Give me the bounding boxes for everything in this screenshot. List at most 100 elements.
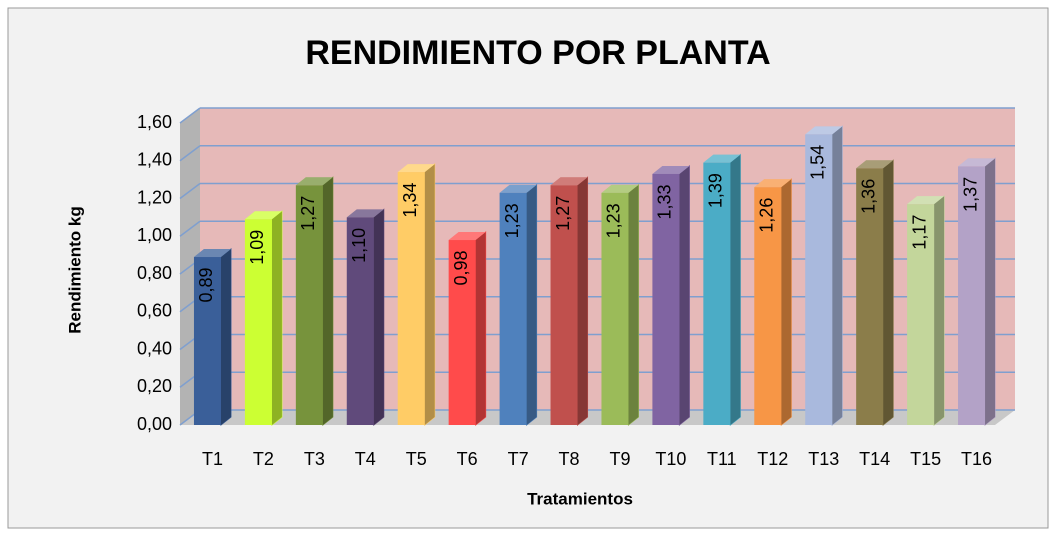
bar [652,173,680,425]
x-tick-label: T16 [961,449,992,469]
bar-side-shade [475,232,486,425]
bar-side-shade [424,164,435,425]
y-tick-label: 0,20 [137,376,172,396]
bar [958,166,986,425]
value-label: 0,89 [196,267,216,302]
bar-top-shade [346,209,384,218]
x-tick-label: T2 [253,449,274,469]
x-tick-label: T8 [559,449,580,469]
x-tick-label: T13 [808,449,839,469]
bar [193,257,221,425]
bar-top-shade [397,164,435,173]
grid-line-side [179,182,201,200]
bar [601,192,629,425]
bar [754,187,782,425]
value-label: 1,10 [349,228,369,263]
y-tick-label: 0,40 [137,338,172,358]
bar-top [448,232,486,241]
bar-top-shade [805,126,843,135]
bar-side-shade [271,211,282,425]
value-label: 1,37 [960,177,980,212]
y-tick-label: 1,60 [137,112,172,132]
x-tick-label: T10 [655,449,686,469]
x-tick-label: T4 [355,449,376,469]
bar-top [397,164,435,173]
y-tick-label: 1,20 [137,187,172,207]
bar-top-shade [550,177,588,186]
bar [499,192,527,425]
bar [907,204,935,425]
bar-side-shade [577,177,588,425]
value-label: 1,26 [757,198,777,233]
bar-top [346,209,384,218]
bar-top-shade [448,232,486,241]
grid-line-side [179,145,201,162]
bar-side-shade [985,158,996,425]
bar-top-shade [244,211,282,220]
y-tick-label: 0,60 [137,301,172,321]
bar-top-shade [601,184,639,193]
x-tick-label: T11 [707,449,737,469]
bar-top [244,211,282,220]
bar-top [652,165,690,174]
bar-side-shade [373,209,384,425]
value-label: 1,27 [553,196,573,231]
value-label: 1,34 [400,183,420,218]
bar-top-shade [907,196,945,205]
value-label: 1,23 [604,203,624,238]
bar-top-shade [958,158,996,167]
bar-side-shade [628,184,639,425]
grid-line-side [179,107,201,124]
x-tick-label: T7 [508,449,529,469]
value-label: 1,54 [807,145,827,180]
value-label: 1,27 [298,196,318,231]
bar-top [193,249,231,258]
value-label: 1,36 [858,179,878,214]
x-tick-label: T15 [910,449,941,469]
bar-top [805,126,843,135]
y-tick-label: 1,40 [137,150,172,170]
bar-side-shade [730,154,741,425]
bar-top [856,160,894,169]
y-tick-label: 0,00 [137,414,172,434]
bar-top [907,196,945,205]
bar-side-shade [934,196,945,425]
y-axis-label: Rendimiento kg [65,206,84,334]
bar-top-shade [295,177,333,186]
bar-side-shade [526,184,537,425]
bar-top [499,184,537,193]
bar-top-shade [703,154,741,163]
value-label: 1,33 [655,184,675,219]
y-tick-label: 1,00 [137,225,172,245]
chart-title: RENDIMIENTO POR PLANTA [305,34,770,72]
bar-side-shade [883,160,894,426]
value-label: 0,98 [451,251,471,286]
bar-top [550,177,588,186]
x-tick-label: T3 [304,449,325,469]
bar [856,168,884,426]
y-tick-label: 0,80 [137,263,172,283]
value-label: 1,39 [706,173,726,208]
bar [805,134,833,425]
bar-top [703,154,741,163]
bar-top [958,158,996,167]
bar-top-shade [193,249,231,258]
bar-side-shade [679,165,690,425]
value-label: 1,09 [247,230,267,265]
bar [397,172,425,425]
x-tick-label: T5 [406,449,427,469]
bar-top-shade [499,184,537,193]
value-label: 1,17 [909,215,929,250]
x-tick-label: T14 [859,449,890,469]
x-axis-label: Tratamientos [527,489,633,508]
x-tick-label: T1 [202,449,223,469]
bar-top [601,184,639,193]
bar-side-shade [781,179,792,425]
x-tick-label: T6 [457,449,478,469]
bar [550,185,578,425]
bar-top-shade [754,179,792,188]
x-tick-label: T9 [609,449,630,469]
bar [448,240,476,425]
bar-top-shade [856,160,894,169]
